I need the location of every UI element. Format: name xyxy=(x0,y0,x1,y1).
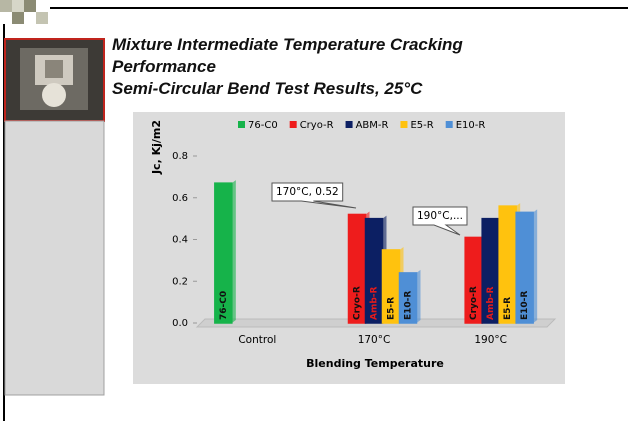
y-tick-label: 0.2 xyxy=(172,276,188,287)
x-tick-label: Control xyxy=(238,334,276,346)
x-tick-label: 170°C xyxy=(358,334,391,346)
page: {"chart_data": { "type": "bar", "title":… xyxy=(0,0,628,421)
bar-label: Cryo-R xyxy=(469,286,479,320)
legend-swatch xyxy=(290,121,297,128)
legend-swatch xyxy=(346,121,353,128)
bar-label: 76-C0 xyxy=(219,291,229,320)
legend-label: ABM-R xyxy=(356,120,389,131)
chart: Jc, Kj/m2 Blending Temperature 0.0 0.2 0.4… xyxy=(0,0,628,421)
legend-swatch xyxy=(400,121,407,128)
bar-label: E10-R xyxy=(404,291,414,320)
bar-label: Cryo-R xyxy=(353,286,363,320)
bar-label: E5-R xyxy=(503,297,513,320)
y-tick-label: 0.0 xyxy=(172,318,188,329)
y-tick-label: 0.6 xyxy=(172,193,188,204)
legend-swatch xyxy=(446,121,453,128)
legend-label: Cryo-R xyxy=(300,120,334,131)
annotation: 190°C,... xyxy=(417,210,463,222)
legend-label: 76-C0 xyxy=(248,120,278,131)
annotation: 170°C, 0.52 xyxy=(276,186,339,198)
x-axis-title: Blending Temperature xyxy=(306,357,444,370)
x-tick-label: 190°C xyxy=(474,334,507,346)
bar-label: E10-R xyxy=(520,291,530,320)
bar-label: Amb-R xyxy=(370,286,380,320)
bar-label: Amb-R xyxy=(486,286,496,320)
legend-label: E5-R xyxy=(410,120,433,131)
legend-label: E10-R xyxy=(456,120,486,131)
y-tick-label: 0.4 xyxy=(172,235,188,246)
y-axis-title: Jc, Kj/m2 xyxy=(150,120,163,175)
bar-label: E5-R xyxy=(387,297,397,320)
y-tick-label: 0.8 xyxy=(172,151,188,162)
legend-swatch xyxy=(238,121,245,128)
